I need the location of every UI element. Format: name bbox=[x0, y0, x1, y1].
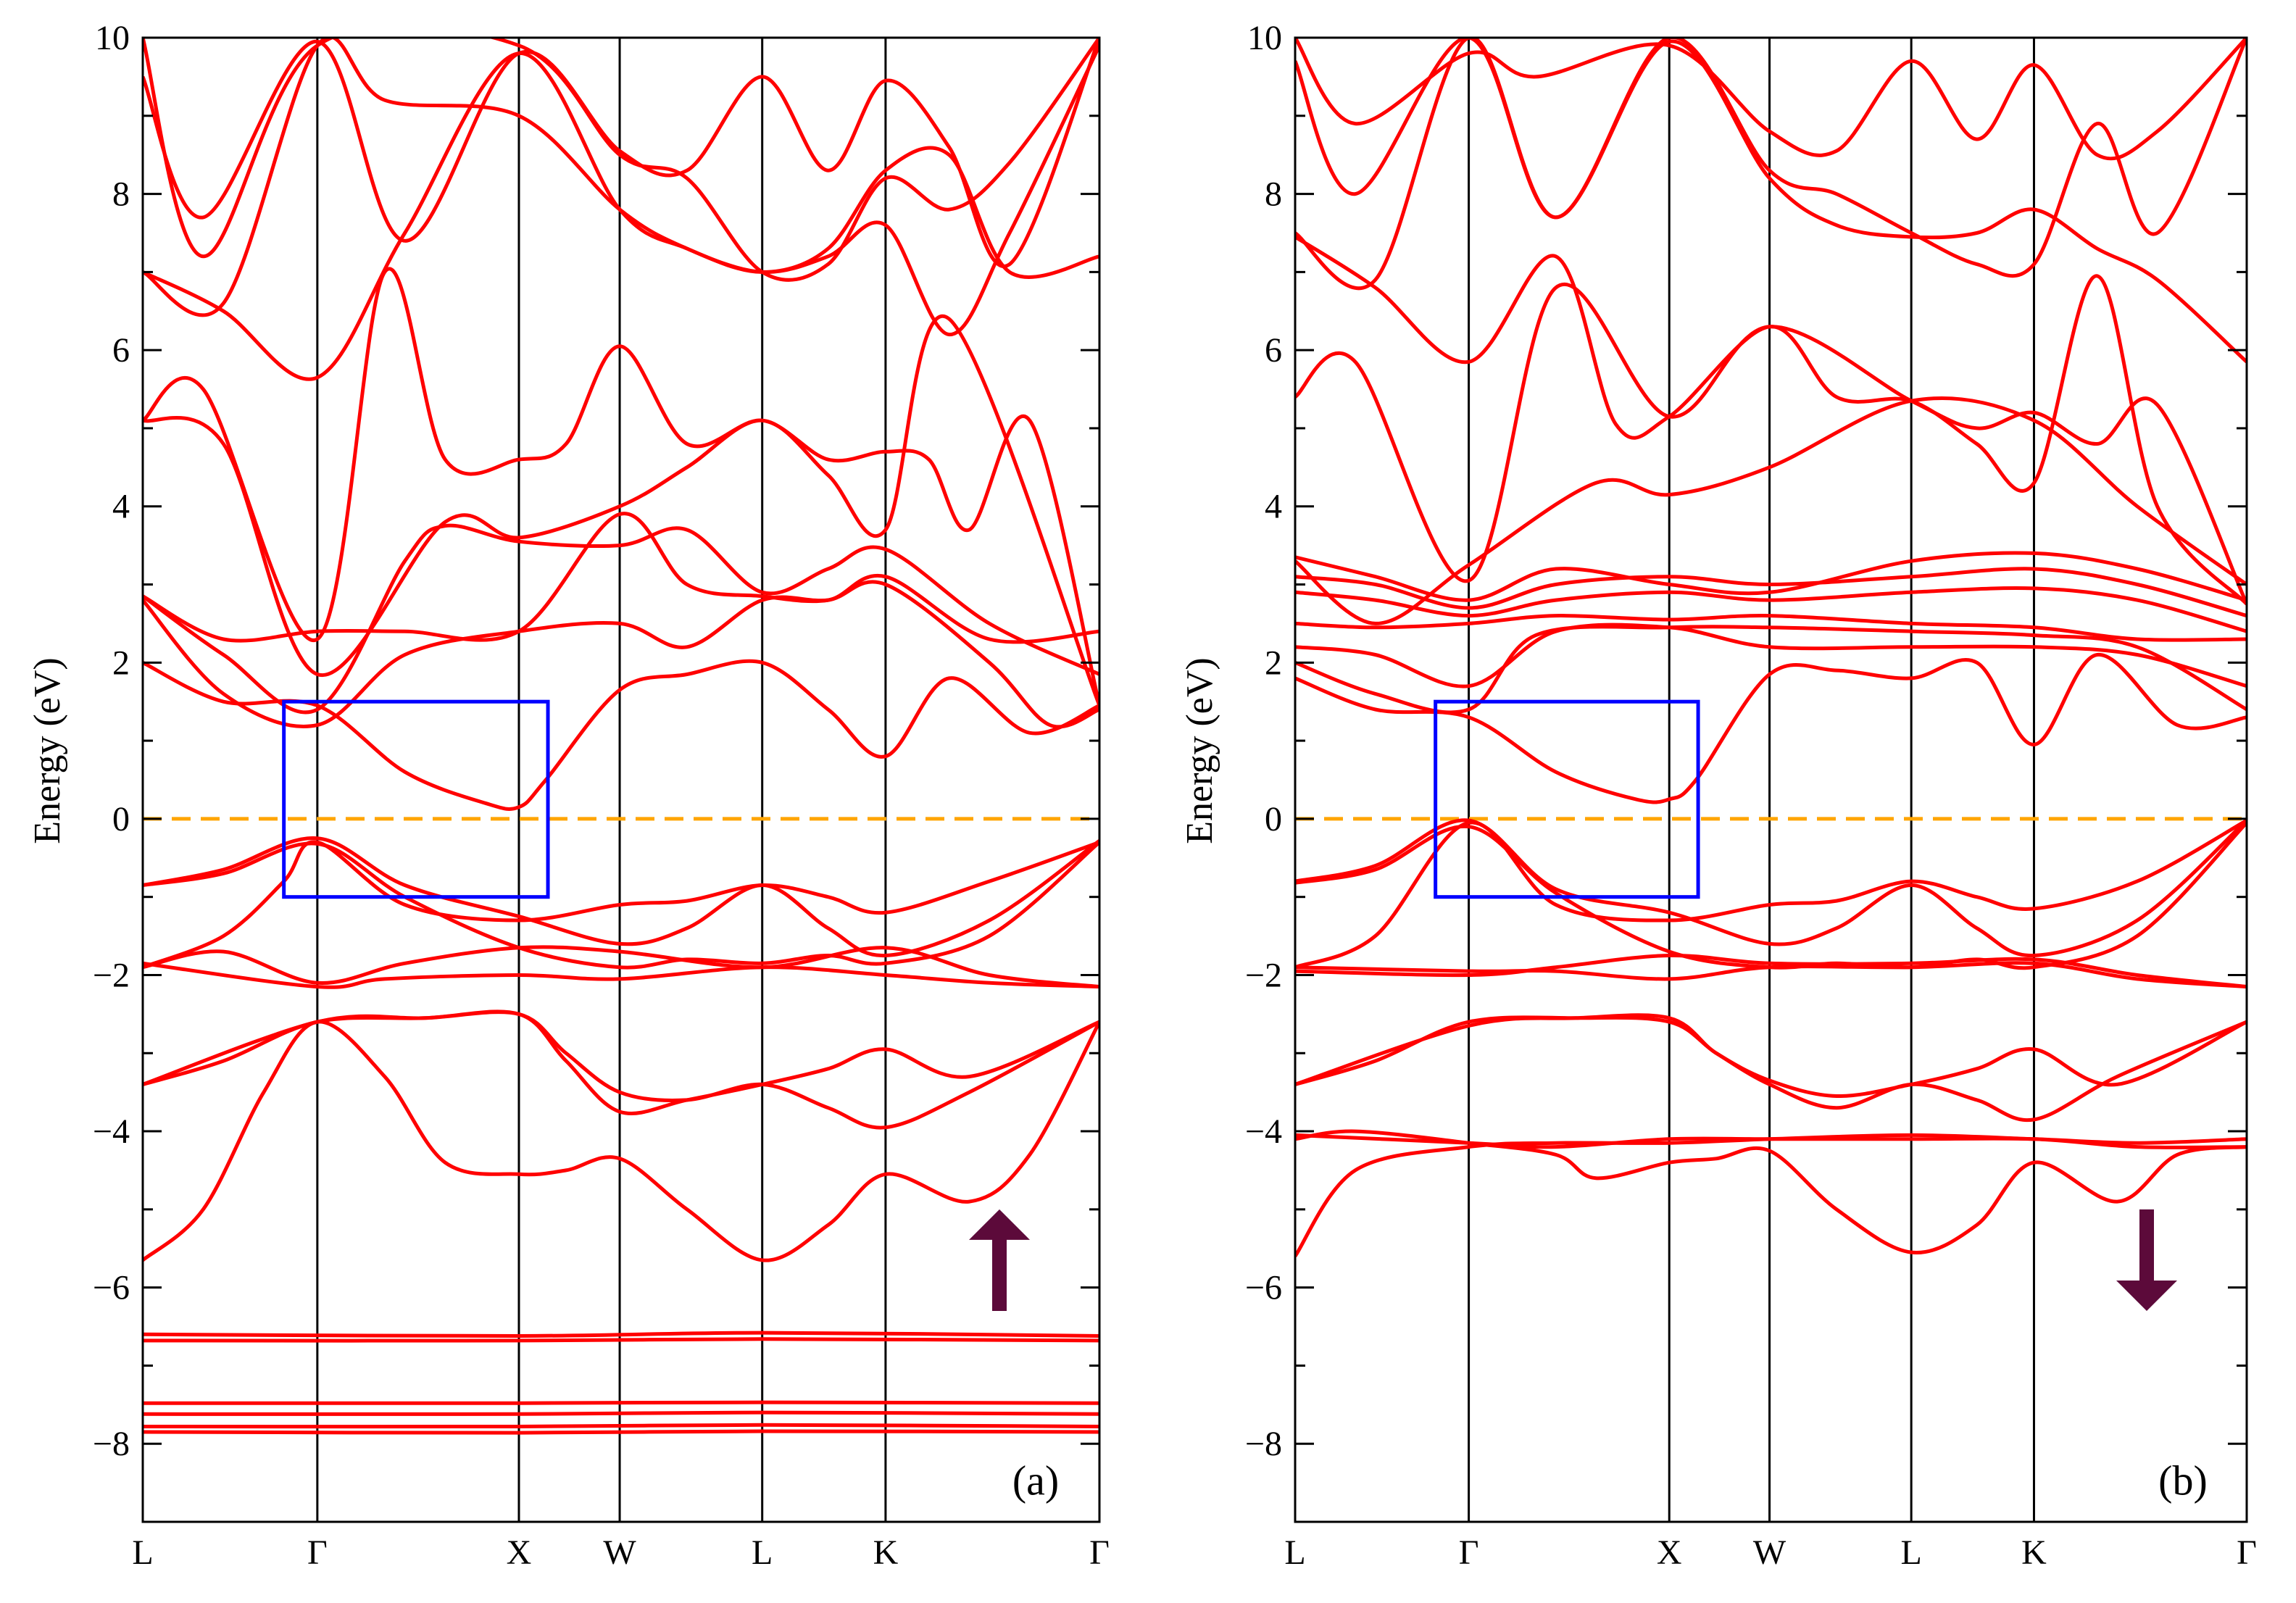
band-line-c9 bbox=[1295, 283, 2247, 605]
x-tick-label: Γ bbox=[1089, 1533, 1110, 1572]
x-tick-label: K bbox=[873, 1533, 899, 1572]
x-tick-label: Γ bbox=[307, 1533, 328, 1572]
band-line-v7 bbox=[1295, 818, 2247, 958]
panel-b-spin-down: −8 −6 −4 −2 0 2 4 6 8 10 L Γ X W L K Γ Energy (eV) (b) bbox=[1179, 19, 2257, 1572]
band-line-c2 bbox=[1295, 625, 2247, 715]
y-tick-label: 0 bbox=[112, 800, 130, 838]
band-line-c4 bbox=[1295, 614, 2247, 642]
highlight-box bbox=[282, 699, 550, 899]
band-line-v4 bbox=[143, 961, 1099, 989]
y-tick-label: 8 bbox=[1265, 175, 1282, 214]
band-line-core1 bbox=[143, 1331, 1099, 1338]
x-tick-label: Γ bbox=[2237, 1533, 2257, 1572]
band-line-v1 bbox=[1295, 1129, 2247, 1254]
x-tick-label: K bbox=[2021, 1533, 2047, 1572]
band-line-c10 bbox=[1295, 235, 2247, 606]
band-line-core3 bbox=[143, 1400, 1099, 1405]
plot-frame bbox=[141, 36, 1101, 1523]
x-tick-label: L bbox=[1900, 1533, 1921, 1572]
band-line-c13 bbox=[1295, 38, 2247, 161]
y-tick-label: 8 bbox=[112, 175, 130, 214]
band-line-c1 bbox=[1295, 652, 2247, 804]
y-tick-label: −8 bbox=[93, 1425, 130, 1463]
y-tick-label: −4 bbox=[1245, 1112, 1282, 1151]
y-axis-label: Energy (eV) bbox=[1179, 657, 1220, 844]
band-line-v1 bbox=[143, 1020, 1099, 1262]
band-line-v3 bbox=[1295, 1013, 2247, 1099]
band-line-c4 bbox=[143, 512, 1099, 644]
y-tick-label: −4 bbox=[93, 1112, 130, 1151]
y-tick-label: 2 bbox=[1265, 644, 1282, 682]
y-tick-label: −8 bbox=[1245, 1425, 1282, 1463]
band-line-c7 bbox=[1295, 551, 2247, 602]
y-tick-label: −2 bbox=[93, 956, 130, 994]
band-line-c7 bbox=[143, 44, 1099, 381]
highlight-box bbox=[1434, 699, 1700, 899]
band-line-core4 bbox=[143, 1410, 1099, 1416]
y-tick-label: 10 bbox=[95, 19, 130, 57]
band-line-c12 bbox=[1295, 38, 2247, 278]
panel-label: (b) bbox=[2158, 1457, 2208, 1504]
band-line-v6 bbox=[1295, 818, 2247, 970]
x-tick-label: L bbox=[132, 1533, 153, 1572]
band-line-v2 bbox=[1295, 1015, 2247, 1123]
y-tick-label: 6 bbox=[1265, 331, 1282, 370]
band-line-c6 bbox=[143, 267, 1099, 707]
panel-label: (a) bbox=[1012, 1457, 1059, 1504]
band-line-c5 bbox=[1295, 586, 2247, 633]
band-line-c11 bbox=[1295, 38, 2247, 364]
band-line-c10 bbox=[143, 38, 1099, 282]
band-line-c3 bbox=[1295, 623, 2247, 688]
x-tick-label: L bbox=[752, 1533, 773, 1572]
panel-a-spin-up: −8 −6 −4 −2 0 2 4 6 8 10 L Γ X W L K Γ Energy (eV) (a) bbox=[27, 19, 1110, 1572]
band-line-v3 bbox=[143, 1009, 1099, 1115]
band-line-core5 bbox=[143, 1423, 1099, 1429]
y-tick-label: 10 bbox=[1247, 19, 1282, 57]
band-line-core6 bbox=[143, 1429, 1099, 1435]
y-tick-label: −6 bbox=[93, 1269, 130, 1307]
band-line-c8 bbox=[1295, 396, 2247, 625]
band-line-v4 bbox=[1295, 953, 2247, 989]
y-tick-label: 2 bbox=[112, 644, 130, 682]
x-tick-label: W bbox=[603, 1533, 636, 1572]
band-line-c6 bbox=[1295, 567, 2247, 618]
x-tick-label: X bbox=[1657, 1533, 1682, 1572]
band-line-v8 bbox=[143, 841, 1099, 970]
band-line-v5 bbox=[143, 945, 1099, 989]
band-line-c2 bbox=[143, 580, 1099, 729]
y-tick-label: 4 bbox=[1265, 488, 1282, 526]
x-tick-label: X bbox=[507, 1533, 532, 1572]
plot-frame bbox=[1294, 36, 2248, 1523]
band-line-core2 bbox=[143, 1337, 1099, 1343]
y-axis-label: Energy (eV) bbox=[27, 657, 68, 844]
band-line-c3 bbox=[143, 523, 1099, 715]
up-arrow-icon bbox=[969, 1209, 1030, 1311]
y-tick-label: −2 bbox=[1245, 956, 1282, 994]
band-line-v8 bbox=[1295, 821, 2247, 970]
x-tick-label: L bbox=[1284, 1533, 1305, 1572]
y-tick-label: −6 bbox=[1245, 1269, 1282, 1307]
band-line-c9 bbox=[143, 38, 1099, 317]
y-tick-label: 4 bbox=[112, 488, 130, 526]
band-line-v7 bbox=[143, 836, 1099, 958]
y-tick-label: 6 bbox=[112, 331, 130, 370]
x-tick-label: Γ bbox=[1459, 1533, 1479, 1572]
band-line-c5 bbox=[143, 314, 1099, 707]
band-line-c1 bbox=[143, 659, 1099, 811]
x-tick-label: W bbox=[1753, 1533, 1787, 1572]
y-tick-label: 0 bbox=[1265, 800, 1282, 838]
down-arrow-icon bbox=[2116, 1209, 2177, 1311]
band-line-c8 bbox=[143, 38, 1099, 268]
